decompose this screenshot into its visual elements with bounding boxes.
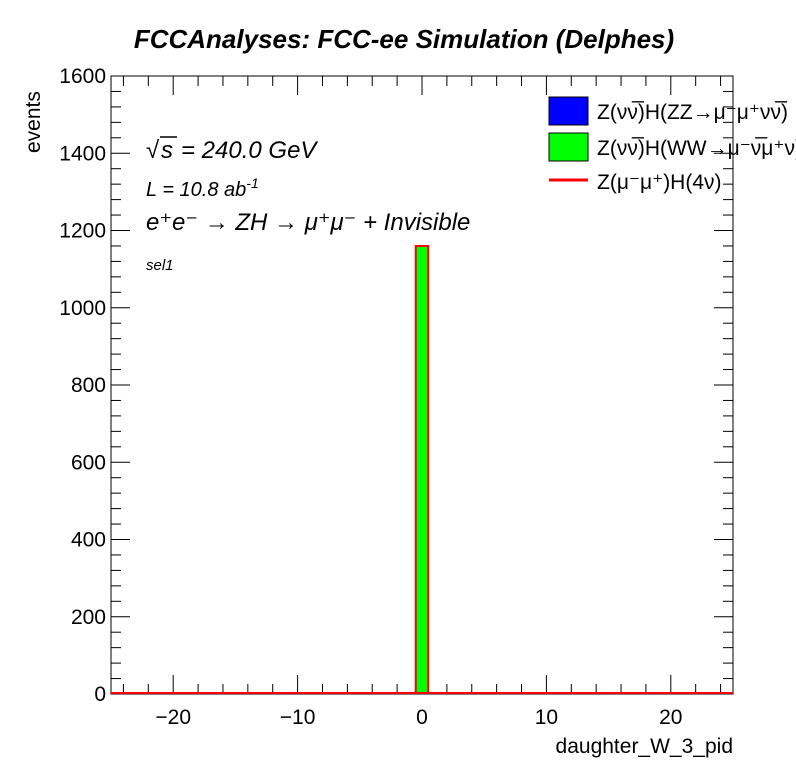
histogram-bars: [414, 244, 430, 695]
x-tick-label: 10: [535, 706, 558, 729]
y-tick-label: 600: [71, 451, 106, 474]
x-axis-tick-labels: −20 −10 0 10 20: [155, 706, 682, 729]
process-annotation: e⁺e⁻ → ZH → μ⁺μ⁻ + Invisible: [146, 209, 470, 236]
chart-title: FCCAnalyses: FCC-ee Simulation (Delphes): [134, 24, 674, 54]
y-tick-label: 200: [71, 606, 106, 629]
sqrt-s-annotation: √ s = 240.0 GeV: [146, 136, 318, 164]
x-tick-label: −10: [280, 706, 316, 729]
y-tick-label: 1400: [59, 142, 106, 165]
legend-label-ww: Z(νν̅)H(WW→μ⁻ν̅μ⁺ν): [597, 137, 796, 160]
y-axis-tick-labels: 0 200 400 600 800 1000 1200 1400 1600: [59, 65, 106, 706]
y-tick-label: 0: [94, 683, 106, 706]
y-tick-label: 1000: [59, 297, 106, 320]
x-tick-label: 0: [416, 706, 428, 729]
legend-label-zz: Z(νν̅)H(ZZ→μ⁻μ⁺νν̅): [597, 101, 788, 124]
y-axis-label: events: [22, 91, 45, 153]
lumi-annotation: L = 10.8 ab-1: [146, 175, 259, 201]
legend: Z(νν̅)H(ZZ→μ⁻μ⁺νν̅) Z(νν̅)H(WW→μ⁻ν̅μ⁺ν) …: [548, 96, 796, 194]
legend-swatch-zz: [548, 96, 589, 126]
x-tick-label: −20: [155, 706, 191, 729]
legend-swatch-ww: [548, 132, 589, 162]
y-axis-ticks: [111, 75, 733, 695]
legend-label-4nu: Z(μ⁻μ⁺)H(4ν): [597, 171, 722, 194]
y-tick-label: 800: [71, 374, 106, 397]
histogram-bar: [415, 245, 429, 695]
y-tick-label: 1600: [59, 65, 106, 88]
sqrt-s-value: = 240.0 GeV: [181, 137, 318, 164]
x-tick-label: 20: [659, 706, 682, 729]
sqrt-s-variable: s: [161, 137, 173, 164]
sqrt-symbol: √: [146, 137, 160, 164]
y-tick-label: 400: [71, 529, 106, 552]
y-tick-label: 1200: [59, 220, 106, 243]
selection-annotation: sel1: [146, 257, 174, 274]
bar-outline: [414, 244, 430, 694]
x-axis-label: daughter_W_3_pid: [556, 735, 733, 758]
